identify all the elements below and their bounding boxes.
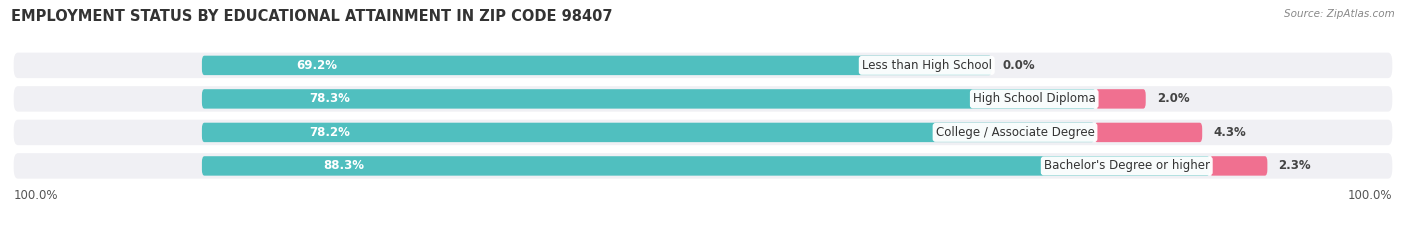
- Text: EMPLOYMENT STATUS BY EDUCATIONAL ATTAINMENT IN ZIP CODE 98407: EMPLOYMENT STATUS BY EDUCATIONAL ATTAINM…: [11, 9, 613, 24]
- Text: 78.2%: 78.2%: [309, 126, 350, 139]
- Text: 4.3%: 4.3%: [1213, 126, 1246, 139]
- FancyBboxPatch shape: [1209, 156, 1267, 176]
- FancyBboxPatch shape: [202, 156, 1209, 176]
- FancyBboxPatch shape: [202, 89, 1095, 109]
- FancyBboxPatch shape: [14, 120, 1392, 145]
- FancyBboxPatch shape: [1095, 89, 1146, 109]
- Text: 100.0%: 100.0%: [1347, 189, 1392, 202]
- Text: 0.0%: 0.0%: [1002, 59, 1035, 72]
- FancyBboxPatch shape: [14, 53, 1392, 78]
- Text: 2.3%: 2.3%: [1278, 159, 1312, 172]
- FancyBboxPatch shape: [202, 56, 991, 75]
- Text: 69.2%: 69.2%: [297, 59, 337, 72]
- Text: College / Associate Degree: College / Associate Degree: [935, 126, 1094, 139]
- FancyBboxPatch shape: [1094, 123, 1202, 142]
- Text: 88.3%: 88.3%: [323, 159, 364, 172]
- FancyBboxPatch shape: [202, 123, 1094, 142]
- Text: Bachelor's Degree or higher: Bachelor's Degree or higher: [1043, 159, 1209, 172]
- FancyBboxPatch shape: [14, 153, 1392, 179]
- Text: 100.0%: 100.0%: [14, 189, 59, 202]
- Text: Less than High School: Less than High School: [862, 59, 991, 72]
- Text: 78.3%: 78.3%: [309, 93, 350, 105]
- Text: 2.0%: 2.0%: [1157, 93, 1189, 105]
- Text: High School Diploma: High School Diploma: [973, 93, 1095, 105]
- Text: Source: ZipAtlas.com: Source: ZipAtlas.com: [1284, 9, 1395, 19]
- FancyBboxPatch shape: [14, 86, 1392, 112]
